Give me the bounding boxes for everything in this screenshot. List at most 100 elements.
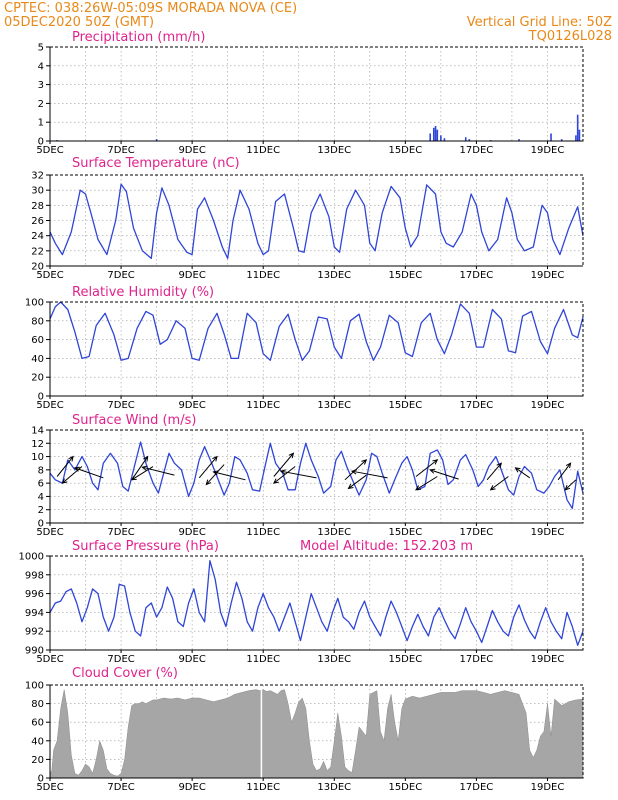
precip-bar (443, 138, 446, 141)
x-tick-label: 9DEC (178, 145, 205, 156)
x-tick-label: 15DEC (388, 527, 422, 538)
wind-arrow-shaft (56, 456, 74, 477)
y-tick-label: 80 (31, 316, 44, 327)
wind-arrow (279, 469, 317, 479)
x-tick-label: 5DEC (36, 527, 63, 538)
wind-arrow-shaft (490, 476, 509, 491)
wind-arrow-head (279, 469, 286, 475)
panel-1: 0 1 2 3 4 5 5DEC 7DEC 9DEC 11DEC 13DEC 15DEC 17DEC 19… (36, 30, 584, 156)
header: CPTEC: 038:26W-05:09S MORADA NOVA (CE) 0… (4, 1, 612, 44)
wind-arrow-shaft (273, 466, 296, 484)
precip-bar (576, 114, 579, 141)
y-tick-label: 20 (31, 755, 44, 766)
y-tick-label: 996 (25, 589, 44, 600)
y-tick-label: 1000 (19, 552, 44, 563)
wind-arrow (350, 469, 388, 479)
precip-bar (436, 129, 439, 141)
x-tick-label: 15DEC (388, 145, 422, 156)
y-tick-label: 60 (31, 718, 44, 729)
y-tick-label: 24 (31, 231, 44, 242)
wind-arrow-head (565, 462, 572, 469)
x-tick-label: 13DEC (317, 270, 351, 281)
x-tick-label: 5DEC (36, 782, 63, 793)
wind-arrow-head (130, 475, 137, 481)
y-tick-label: 2 (38, 505, 44, 516)
wind-arrow-shaft (280, 470, 317, 479)
x-tick-label: 5DEC (36, 145, 63, 156)
precip-bar (560, 139, 563, 141)
y-tick-label: 32 (31, 171, 44, 182)
wind-arrow (429, 468, 459, 480)
panel-title: Surface Temperature (nC) (72, 156, 240, 171)
y-tick-label: 0 (38, 137, 44, 148)
y-tick-label: 100 (25, 681, 44, 692)
wind-arrow (73, 466, 104, 479)
x-tick-label: 19DEC (531, 145, 565, 156)
y-tick-label: 3 (38, 80, 44, 91)
y-tick-label: 2 (38, 99, 44, 110)
wind-arrow-shaft (415, 476, 438, 491)
wind-arrow-head (514, 467, 521, 473)
wind-arrow (557, 462, 572, 481)
cloud-area (49, 689, 584, 779)
panel-5: 990 992 994 996 998 1000 5DEC 7DEC 9DEC 11DEC 13DE… (19, 539, 584, 665)
x-tick-label: 9DEC (178, 270, 205, 281)
x-tick-label: 13DEC (317, 654, 351, 665)
panel-title: Precipitation (mm/h) (72, 30, 205, 45)
wind-arrow-head (429, 468, 436, 474)
panel-6: 0 20 40 60 80 100 5DEC 7DEC 9DEC 11DEC 13DEC 15DEC 1… (25, 666, 584, 793)
wind-arrow (489, 476, 509, 491)
precip-bar (434, 125, 437, 141)
series-line (49, 560, 584, 646)
precip-bar (429, 133, 432, 141)
wind-arrow-shaft (273, 452, 294, 477)
x-tick-label: 19DEC (531, 270, 565, 281)
y-tick-label: 998 (25, 570, 44, 581)
wind-arrow-head (347, 483, 354, 490)
wind-arrow-head (272, 478, 279, 484)
wind-arrow (564, 479, 577, 491)
wind-arrow (415, 459, 439, 477)
x-tick-label: 19DEC (531, 654, 565, 665)
wind-arrow (56, 455, 74, 477)
wind-arrow-shaft (213, 471, 246, 481)
panel-title: Cloud Cover (%) (72, 666, 178, 681)
panel-frame (49, 301, 584, 397)
series-line (49, 441, 584, 510)
wind-arrow (198, 455, 218, 479)
wind-arrow (205, 464, 225, 486)
y-tick-label: 30 (31, 186, 44, 197)
panel-2: 20 22 24 26 28 30 32 5DEC 7DEC 9DEC 11DEC 13DEC 15DE… (31, 156, 584, 281)
panel-frame (49, 555, 584, 651)
x-tick-label: 5DEC (36, 270, 63, 281)
panel-title: Surface Pressure (hPa) (72, 539, 219, 554)
wind-arrow (347, 474, 367, 490)
precip-bar (518, 139, 520, 141)
x-tick-label: 9DEC (178, 400, 205, 411)
x-tick-label: 7DEC (107, 527, 134, 538)
y-tick-label: 100 (25, 298, 44, 309)
x-tick-label: 17DEC (460, 527, 494, 538)
wind-arrow-shaft (74, 467, 104, 479)
panel-4: 0 2 4 6 8 10 12 14 5DEC 7DEC 9DEC 11DEC 13DEC 15DEC 17… (31, 413, 584, 538)
x-tick-label: 17DEC (460, 145, 494, 156)
wind-arrow-head (212, 455, 218, 462)
y-tick-label: 22 (31, 246, 44, 257)
wind-arrow-head (361, 459, 368, 465)
panel-3: 0 20 40 60 80 100 5DEC 7DEC 9DEC 11DEC 13DEC 15DEC 1… (25, 285, 584, 411)
x-tick-label: 17DEC (460, 782, 494, 793)
x-tick-label: 5DEC (36, 400, 63, 411)
x-tick-label: 11DEC (246, 145, 280, 156)
wind-arrow-shaft (515, 467, 530, 479)
x-tick-label: 15DEC (388, 654, 422, 665)
y-tick-label: 4 (38, 492, 44, 503)
wind-arrow-head (564, 484, 571, 491)
panel-frame (49, 46, 584, 142)
y-tick-label: 14 (31, 426, 44, 437)
precip-bar (468, 139, 471, 141)
x-tick-label: 13DEC (317, 400, 351, 411)
wind-arrow-head (489, 485, 496, 491)
x-tick-label: 9DEC (178, 782, 205, 793)
